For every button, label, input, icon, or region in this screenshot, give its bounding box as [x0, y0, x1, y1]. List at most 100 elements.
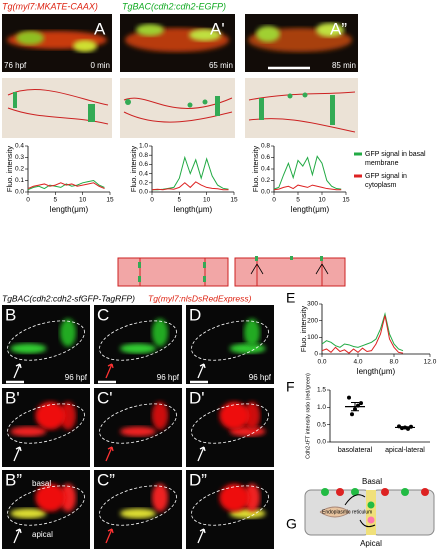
series-line: [152, 155, 229, 191]
y-tick-label: 0.6: [139, 161, 148, 168]
arrow: [105, 446, 114, 462]
y-tick-label: 0.4: [261, 166, 270, 173]
signal: [152, 401, 168, 430]
cell-outline: [99, 485, 177, 526]
legend-label: GFP signal in: [365, 173, 407, 180]
panel-label: B: [5, 305, 16, 324]
signal: [10, 508, 47, 519]
y-tick-label: 0.6: [261, 154, 270, 161]
x-tick-label: 8.0: [389, 359, 398, 366]
signal: [152, 318, 168, 347]
x-tick-label: 4.0: [353, 359, 362, 366]
arrow: [105, 528, 114, 544]
panel-label: G: [286, 516, 297, 532]
x-axis-label: length(μm): [50, 205, 89, 214]
panel-label: A”: [330, 19, 347, 38]
arrow: [197, 446, 206, 462]
series-line: [273, 155, 342, 190]
nucleus: [219, 483, 250, 512]
stage-label: 96 hpf: [65, 373, 88, 382]
x-tick-label: 10: [79, 197, 87, 204]
nucleus: [219, 401, 250, 430]
axes: [329, 390, 430, 443]
time-label: 85 min: [332, 61, 356, 70]
panel-label: F: [286, 379, 295, 395]
y-tick-label: 0.1: [15, 177, 24, 184]
title-green: TgBAC(cdh2:cdh2-EGFP): [122, 1, 226, 11]
legend-label: GFP signal in cytoplasm: [365, 173, 407, 189]
y-tick-label: 0.2: [15, 166, 24, 173]
label-er: Endoplasmic reticulum: [322, 509, 372, 515]
cell-outline: [191, 320, 269, 361]
y-tick-label: 200: [307, 317, 318, 324]
legend-label: cytoplasm: [365, 182, 397, 189]
y-tick-label: 0.0: [317, 439, 326, 446]
cell-outline: [99, 320, 177, 361]
signal: [229, 343, 266, 354]
arrow: [197, 363, 206, 379]
x-tick-label: 15: [106, 197, 114, 204]
axes: [273, 146, 346, 193]
panel-label: A: [94, 19, 106, 38]
x-tick-label: 10: [318, 197, 326, 204]
cell-outline: [99, 403, 177, 444]
signal: [120, 508, 156, 519]
panel-label: D: [189, 305, 201, 324]
x-axis-label: length(μm): [357, 367, 396, 376]
y-tick-label: 0.2: [261, 177, 270, 184]
section-title: TgBAC(cdh2:cdh2-sfGFP-TagRFP): [2, 293, 135, 303]
region-label: basal: [32, 479, 51, 488]
x-tick-label: 10: [203, 197, 211, 204]
panel-label: C”: [97, 470, 115, 489]
label-basal: Basal: [362, 477, 382, 486]
arrow: [13, 528, 22, 544]
x-axis-label: length(μm): [291, 205, 330, 214]
x-tick-label: apical-lateral: [385, 447, 425, 454]
y-axis-label: Fluo. intensity: [129, 146, 138, 193]
y-tick-label: 1.5: [317, 387, 326, 394]
y-tick-label: 0.2: [139, 180, 148, 187]
panel-label: E: [286, 290, 295, 306]
signal: [120, 426, 156, 437]
schematics: [2, 78, 358, 138]
error-bar: [401, 426, 409, 429]
panel-label: C: [97, 305, 109, 324]
cell-outline: [191, 403, 269, 444]
y-tick-label: 0.5: [317, 421, 326, 428]
top-images: [2, 14, 358, 72]
point: [350, 412, 354, 417]
series-line: [273, 184, 342, 191]
nucleus: [35, 401, 66, 430]
title-red: Tg(myl7:MKATE-CAAX): [2, 1, 98, 11]
arrow: [197, 528, 206, 544]
label-apical: Apical: [360, 539, 382, 548]
y-tick-label: 0: [314, 351, 318, 358]
signal: [244, 401, 260, 430]
cell-outline: [7, 320, 85, 361]
section-title-red: Tg(myl7:nlsDsRedExpress): [148, 293, 252, 303]
cell-outline: [7, 403, 85, 444]
x-tick-label: 15: [230, 197, 238, 204]
cell-schematics: [117, 256, 346, 287]
micrograph-grid: B 96 hpf C 96 hpf D 96 hpf B' C' D' B” basal apical…: [2, 305, 274, 549]
x-tick-label: 5: [178, 197, 182, 204]
x-tick-label: 0.0: [317, 359, 326, 366]
signal: [244, 483, 260, 512]
time-label: 65 min: [209, 61, 233, 70]
legend-label: GFP signal in basal: [365, 151, 426, 158]
nucleus: [35, 483, 66, 512]
arrow: [13, 363, 22, 379]
y-tick-label: 1.0: [317, 404, 326, 411]
y-tick-label: 1.0: [139, 143, 148, 150]
region-label: apical: [32, 530, 53, 539]
signal: [244, 318, 260, 347]
time-label: 0 min: [90, 61, 110, 70]
x-tick-label: 15: [342, 197, 350, 204]
x-tick-label: 0: [150, 197, 154, 204]
y-tick-label: 300: [307, 301, 318, 308]
signal: [60, 401, 76, 430]
series-line: [321, 315, 404, 354]
y-tick-label: 0.4: [139, 170, 148, 177]
point: [359, 401, 363, 406]
